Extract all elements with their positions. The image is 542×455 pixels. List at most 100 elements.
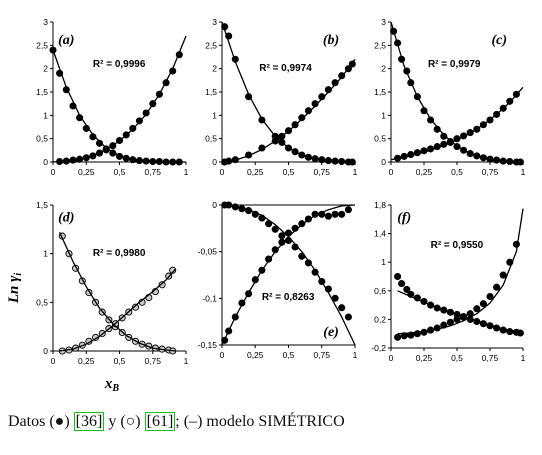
x-tick-label: 1 (353, 350, 358, 360)
x-axis-title: xB (104, 376, 120, 394)
y-tick-label: 1,5 (36, 200, 48, 210)
data-point-filled (338, 210, 346, 218)
panel-label: (f) (397, 210, 411, 225)
reference-link-36[interactable]: [36] (73, 412, 105, 431)
y-tick-label: 1 (43, 110, 48, 120)
y-tick-label: -0,1 (202, 293, 217, 303)
r-squared-label: R² = 0,9996 (93, 59, 146, 70)
data-point-filled (394, 272, 402, 281)
data-point-filled (331, 210, 339, 218)
model-curve (59, 268, 176, 352)
data-point-filled (403, 285, 411, 293)
model-curve (221, 204, 356, 346)
x-tick-label: 0,5 (451, 353, 463, 363)
r-squared-label: R² = 0,9980 (93, 248, 146, 259)
x-axis-title-subscript: B (111, 383, 119, 394)
y-axis-title-subscript: i (13, 273, 24, 276)
panel-label: (b) (323, 33, 339, 48)
data-point-open (169, 266, 177, 274)
x-tick-label: 0 (51, 356, 56, 366)
y-tick-label: 1 (381, 110, 386, 120)
panel-label: (e) (323, 325, 339, 340)
model-curve (390, 21, 524, 163)
data-point-filled (344, 313, 352, 321)
panel-a: 0 0,25 0,5 0,75 1 0 0,5 1 1,5 2 2,5 3 (a) R² = 0,9996 (36, 17, 188, 177)
model-curve (59, 232, 176, 352)
x-tick-label: 1 (184, 356, 189, 366)
y-tick-label: 3 (212, 17, 217, 27)
data-point-filled (324, 212, 332, 220)
y-tick-label: 1,8 (374, 200, 386, 210)
y-tick-label: 2,5 (374, 40, 386, 50)
x-tick-label: 0 (389, 167, 394, 177)
figure: 0 0,25 0,5 0,75 1 0 0,5 1 1,5 2 2,5 3 (a) R² = 0,9996… (6, 17, 526, 394)
x-tick-label: 0,5 (114, 356, 126, 366)
y-tick-label: 1 (381, 257, 386, 267)
panel-label: (c) (491, 33, 507, 48)
data-point-open (131, 303, 140, 311)
data-point-filled (298, 114, 306, 122)
data-point-filled (338, 304, 346, 312)
x-tick-label: 0,5 (114, 167, 126, 177)
x-tick-label: 0,75 (482, 353, 499, 363)
x-tick-label: 1 (184, 167, 189, 177)
model-curve (52, 35, 187, 163)
y-tick-label: 1,4 (374, 229, 386, 239)
data-point-filled (453, 315, 461, 323)
figure-caption: Datos (●) [36] y (○) [61]; (–) modelo SI… (8, 412, 345, 431)
r-squared-label: R² = 0,8263 (262, 292, 315, 303)
y-tick-label: 0,2 (374, 314, 386, 324)
caption-middle: y (○) (104, 413, 145, 430)
panel-e: 0 0,25 0,5 0,75 1 0 -0,05 -0,1 -0,15 (e) R² = 0,82… (198, 200, 358, 360)
data-point-filled (95, 139, 104, 147)
data-point-filled (331, 79, 339, 87)
y-tick-label: 0,5 (374, 134, 386, 144)
y-tick-label: -0,2 (371, 343, 386, 353)
panel-b: 0 0,25 0,5 0,75 1 0 0,5 1 1,5 2 2,5 3 (b) R² = 0,9974 (205, 17, 357, 177)
data-point-filled (486, 292, 494, 301)
y-tick-label: 1 (43, 249, 48, 259)
x-tick-label: 0 (220, 350, 225, 360)
x-tick-label: 0 (389, 353, 394, 363)
x-tick-label: 0,75 (144, 167, 161, 177)
y-tick-label: 3 (381, 17, 386, 27)
y-tick-label: -0,05 (198, 247, 218, 257)
x-tick-label: 0,25 (78, 167, 95, 177)
y-tick-label: 2 (43, 64, 48, 74)
panel-f: 0 0,25 0,5 0,75 1 -0,2 0,2 0,6 1 1,4 1,8 (f) R² = 0,… (371, 200, 525, 363)
y-tick-label: -0,15 (198, 340, 218, 350)
data-point-filled (265, 255, 273, 263)
x-tick-label: 0,5 (283, 350, 295, 360)
data-point-filled (499, 271, 507, 279)
x-tick-label: 0,75 (482, 167, 499, 177)
model-curve (221, 204, 356, 346)
y-tick-label: 0,5 (36, 134, 48, 144)
y-tick-label: 0 (212, 157, 217, 167)
y-tick-label: 1 (212, 110, 217, 120)
r-squared-label: R² = 0,9550 (431, 240, 484, 251)
x-tick-label: 0,25 (247, 167, 264, 177)
reference-link-61[interactable]: [61] (144, 412, 176, 431)
y-tick-label: 0,5 (205, 134, 217, 144)
y-tick-label: 1,5 (205, 87, 217, 97)
y-tick-label: 0 (43, 157, 48, 167)
data-point-filled (440, 132, 448, 140)
x-tick-label: 0,25 (247, 350, 264, 360)
y-tick-label: 1,5 (36, 87, 48, 97)
model-curve (397, 208, 524, 335)
y-axis-title: Ln γi (6, 273, 24, 305)
x-tick-label: 0,25 (416, 167, 433, 177)
data-point-filled (344, 206, 352, 214)
x-tick-label: 1 (521, 353, 526, 363)
y-tick-label: 2,5 (36, 40, 48, 50)
data-point-filled (89, 133, 97, 141)
y-tick-label: 3 (43, 17, 48, 27)
data-point-filled (516, 329, 524, 337)
data-point-filled (278, 232, 286, 240)
data-point-filled (479, 300, 487, 308)
data-point-filled (304, 259, 312, 267)
model-curve (390, 86, 524, 161)
x-tick-label: 0,25 (78, 356, 95, 366)
panel-label: (d) (58, 211, 74, 226)
y-tick-label: 0,6 (374, 286, 386, 296)
